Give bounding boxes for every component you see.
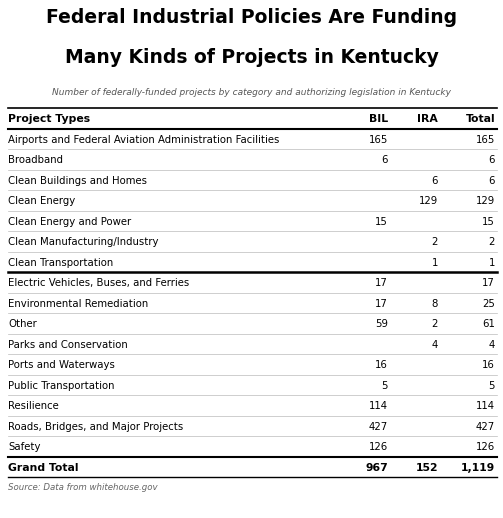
Text: 17: 17 bbox=[375, 278, 388, 289]
Text: 427: 427 bbox=[476, 422, 495, 432]
Text: Project Types: Project Types bbox=[8, 114, 90, 124]
Text: Clean Energy: Clean Energy bbox=[8, 196, 75, 206]
Text: 25: 25 bbox=[482, 299, 495, 309]
Text: Ports and Waterways: Ports and Waterways bbox=[8, 361, 115, 370]
Text: 6: 6 bbox=[432, 176, 438, 186]
Text: 152: 152 bbox=[415, 463, 438, 473]
Text: 1: 1 bbox=[488, 258, 495, 268]
Text: IRA: IRA bbox=[417, 114, 438, 124]
Text: | KyPolicy.org: | KyPolicy.org bbox=[302, 494, 374, 504]
Text: 8: 8 bbox=[432, 299, 438, 309]
Text: Public Transportation: Public Transportation bbox=[8, 381, 115, 391]
Text: 165: 165 bbox=[476, 135, 495, 145]
Text: 16: 16 bbox=[482, 361, 495, 370]
Text: 61: 61 bbox=[482, 319, 495, 329]
Text: 126: 126 bbox=[369, 442, 388, 452]
Text: 4: 4 bbox=[488, 340, 495, 350]
Text: Airports and Federal Aviation Administration Facilities: Airports and Federal Aviation Administra… bbox=[8, 135, 279, 145]
Text: Electric Vehicles, Buses, and Ferries: Electric Vehicles, Buses, and Ferries bbox=[8, 278, 189, 289]
Text: 16: 16 bbox=[375, 361, 388, 370]
Text: Many Kinds of Projects in Kentucky: Many Kinds of Projects in Kentucky bbox=[64, 48, 439, 67]
Text: 6: 6 bbox=[381, 155, 388, 165]
Text: Source: Data from whitehouse.gov: Source: Data from whitehouse.gov bbox=[8, 483, 157, 492]
Text: 5: 5 bbox=[488, 381, 495, 391]
Text: Kentucky Center for Economic Policy: Kentucky Center for Economic Policy bbox=[302, 494, 503, 504]
Text: Resilience: Resilience bbox=[8, 401, 59, 411]
Text: 1,119: 1,119 bbox=[461, 463, 495, 473]
Text: Total: Total bbox=[465, 114, 495, 124]
Text: Kentucky Center for Economic Policy | KyPolicy.org: Kentucky Center for Economic Policy | Ky… bbox=[230, 494, 493, 504]
Text: 967: 967 bbox=[365, 463, 388, 473]
Text: 15: 15 bbox=[375, 217, 388, 227]
Text: Environmental Remediation: Environmental Remediation bbox=[8, 299, 148, 309]
Text: Safety: Safety bbox=[8, 442, 41, 452]
Text: KyPolicy.org: KyPolicy.org bbox=[432, 494, 493, 504]
Text: BIL: BIL bbox=[369, 114, 388, 124]
Text: 1: 1 bbox=[432, 258, 438, 268]
Text: 59: 59 bbox=[375, 319, 388, 329]
Text: 4: 4 bbox=[432, 340, 438, 350]
Text: 15: 15 bbox=[482, 217, 495, 227]
Text: 129: 129 bbox=[476, 196, 495, 206]
Text: Other: Other bbox=[8, 319, 37, 329]
Text: 2: 2 bbox=[432, 237, 438, 247]
Text: Clean Manufacturing/Industry: Clean Manufacturing/Industry bbox=[8, 237, 158, 247]
Text: 2: 2 bbox=[432, 319, 438, 329]
Text: 114: 114 bbox=[476, 401, 495, 411]
Text: 114: 114 bbox=[369, 401, 388, 411]
Text: 165: 165 bbox=[369, 135, 388, 145]
Text: Number of federally-funded projects by category and authorizing legislation in K: Number of federally-funded projects by c… bbox=[52, 88, 451, 97]
Text: 5: 5 bbox=[381, 381, 388, 391]
Text: Clean Transportation: Clean Transportation bbox=[8, 258, 113, 268]
Text: Federal Industrial Policies Are Funding: Federal Industrial Policies Are Funding bbox=[46, 8, 457, 27]
Text: 2: 2 bbox=[488, 237, 495, 247]
Text: Clean Energy and Power: Clean Energy and Power bbox=[8, 217, 131, 227]
Text: Parks and Conservation: Parks and Conservation bbox=[8, 340, 128, 350]
Text: 6: 6 bbox=[488, 155, 495, 165]
Text: Grand Total: Grand Total bbox=[8, 463, 78, 473]
Text: 17: 17 bbox=[482, 278, 495, 289]
Text: Clean Buildings and Homes: Clean Buildings and Homes bbox=[8, 176, 147, 186]
Text: 6: 6 bbox=[488, 176, 495, 186]
Text: Broadband: Broadband bbox=[8, 155, 63, 165]
Text: 126: 126 bbox=[476, 442, 495, 452]
Text: 129: 129 bbox=[419, 196, 438, 206]
Text: 17: 17 bbox=[375, 299, 388, 309]
Text: 427: 427 bbox=[369, 422, 388, 432]
Text: Roads, Bridges, and Major Projects: Roads, Bridges, and Major Projects bbox=[8, 422, 183, 432]
